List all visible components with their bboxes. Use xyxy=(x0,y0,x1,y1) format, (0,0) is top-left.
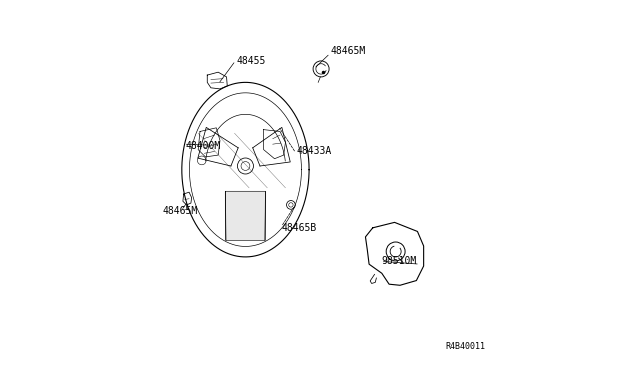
Polygon shape xyxy=(225,192,266,240)
Text: 48465B: 48465B xyxy=(282,223,317,233)
Text: 48465M: 48465M xyxy=(331,46,366,57)
Text: 98510M: 98510M xyxy=(381,256,417,266)
Text: 48465M: 48465M xyxy=(163,206,198,217)
Text: 48400M: 48400M xyxy=(186,141,221,151)
Text: R4B40011: R4B40011 xyxy=(445,341,486,350)
Text: 48455: 48455 xyxy=(236,55,266,65)
Text: 48433A: 48433A xyxy=(296,147,332,157)
